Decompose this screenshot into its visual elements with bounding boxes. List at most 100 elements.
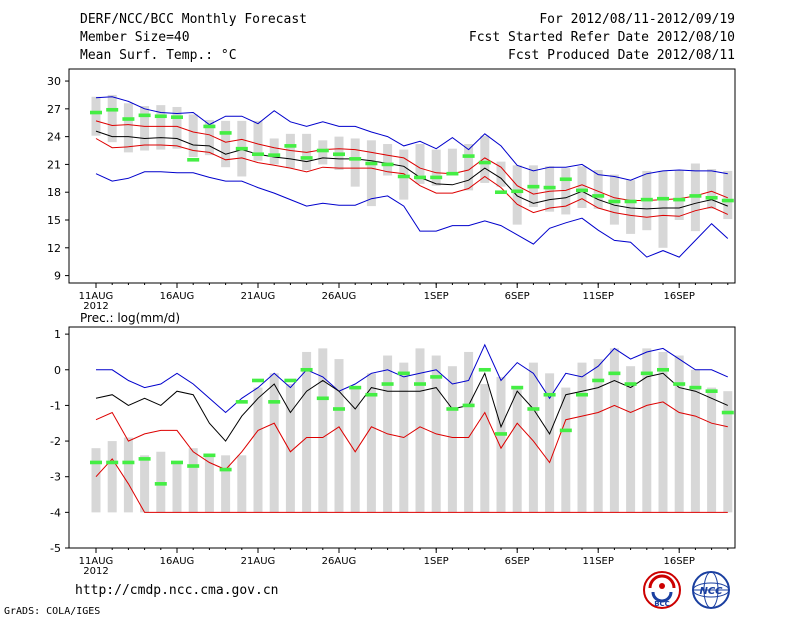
temp-spread-bar: [480, 135, 490, 183]
temp-spread-bar: [350, 138, 360, 187]
temp-x-year-label: 2012: [83, 301, 108, 312]
prec-spread-bar: [577, 362, 587, 513]
temp-x-tick-label: 16AUG: [160, 291, 195, 302]
temp-observed-marker: [543, 185, 556, 190]
temp-line-max: [95, 171, 729, 258]
prec-x-tick-label: 21AUG: [241, 556, 276, 567]
temp-observed-marker: [689, 194, 702, 198]
temperature-panel-title: Mean Surf. Temp.: °C: [80, 48, 237, 63]
temp-spread-bar: [464, 144, 474, 191]
prec-observed-marker: [478, 367, 491, 372]
prec-observed-marker: [527, 407, 540, 411]
temp-spread-bar: [91, 96, 101, 136]
prec-observed-marker: [90, 460, 102, 465]
forecast-period: For 2012/08/11-2012/09/19: [539, 12, 735, 27]
prec-line-floor: [95, 458, 728, 513]
temp-spread-bar: [253, 120, 263, 161]
prec-observed-marker: [203, 453, 216, 458]
temp-spread-bar: [140, 106, 150, 151]
prec-spread-bar: [140, 455, 150, 513]
prec-observed-marker: [576, 392, 588, 397]
prec-observed-marker: [673, 382, 686, 386]
temp-y-tick-label: 12: [47, 242, 61, 255]
temp-observed-marker: [592, 194, 605, 198]
prec-y-tick-label: 0: [54, 364, 61, 377]
prec-spread-bar: [415, 348, 425, 513]
prec-x-tick-label: 1SEP: [424, 556, 449, 567]
prec-spread-bar: [480, 384, 490, 513]
temp-x-tick-label: 11SEP: [582, 291, 613, 302]
prec-observed-marker: [187, 464, 200, 468]
temp-observed-marker: [90, 110, 102, 115]
prec-y-tick-label: -5: [50, 542, 61, 555]
temp-observed-marker: [138, 113, 151, 118]
temp-x-tick-label: 11AUG: [79, 291, 114, 302]
prec-observed-marker: [349, 385, 362, 390]
prec-spread-bar: [253, 387, 263, 513]
temp-spread-bar: [609, 174, 619, 225]
prec-y-tick-label: -1: [50, 399, 61, 412]
temp-observed-marker: [316, 148, 329, 153]
prec-spread-bar: [512, 387, 522, 513]
prec-x-tick-label: 26AUG: [322, 556, 357, 567]
temp-observed-marker: [349, 157, 362, 161]
prec-x-tick-label: 16AUG: [160, 556, 195, 567]
prec-spread-bar: [237, 455, 247, 513]
prec-observed-marker: [592, 378, 605, 383]
temp-observed-marker: [721, 198, 734, 203]
temp-observed-marker: [673, 197, 686, 202]
temp-observed-marker: [624, 199, 637, 204]
source-url[interactable]: http://cmdp.ncc.cma.gov.cn: [75, 583, 279, 598]
temp-spread-bar: [123, 103, 133, 153]
bcc-logo: BCC: [643, 571, 681, 609]
prec-spread-bar: [204, 455, 214, 513]
prec-spread-bar: [91, 448, 101, 513]
temp-x-tick-label: 21AUG: [241, 291, 276, 302]
temp-y-tick-label: 30: [47, 75, 61, 88]
prec-observed-marker: [511, 385, 524, 390]
temp-line-median: [95, 130, 728, 210]
temp-spread-bar: [658, 170, 668, 248]
prec-spread-bar: [690, 369, 700, 513]
prec-spread-bar: [658, 351, 668, 513]
member-size-label: Member Size=40: [80, 30, 190, 45]
ncc-logo-text: NCC: [699, 586, 723, 597]
temp-observed-marker: [446, 171, 459, 176]
temp-spread-bar: [415, 144, 425, 184]
temp-spread-bar: [674, 169, 684, 221]
prec-spread-bar: [447, 366, 457, 513]
prec-x-year-label: 2012: [83, 566, 108, 577]
temp-x-tick-label: 6SEP: [505, 291, 530, 302]
temp-observed-marker: [171, 115, 183, 119]
prec-observed-marker: [219, 467, 232, 472]
temp-observed-marker: [219, 131, 232, 135]
temp-observed-marker: [268, 153, 281, 157]
temp-observed-marker: [462, 154, 475, 158]
prec-x-tick-label: 11AUG: [79, 556, 114, 567]
temp-observed-marker: [122, 117, 135, 121]
temp-x-tick-label: 26AUG: [322, 291, 357, 302]
prec-line-max: [96, 343, 729, 414]
prec-observed-marker: [446, 407, 459, 411]
temp-observed-marker: [478, 160, 491, 165]
temp-spread-bar: [577, 166, 587, 208]
prec-spread-bar: [334, 359, 344, 513]
prec-spread-bar: [285, 384, 295, 513]
temp-observed-marker: [657, 196, 669, 201]
prec-observed-marker: [705, 389, 718, 393]
prec-spread-bar: [107, 441, 117, 513]
prec-spread-bar: [366, 373, 376, 513]
temp-observed-marker: [300, 156, 313, 160]
prec-observed-marker: [495, 432, 507, 436]
prec-observed-marker: [268, 400, 281, 404]
temp-observed-marker: [640, 197, 653, 202]
temp-observed-marker: [365, 161, 378, 166]
temp-observed-marker: [608, 199, 621, 204]
prec-observed-marker: [252, 378, 264, 383]
prec-spread-bar: [302, 351, 312, 513]
prec-line-median: [95, 371, 729, 442]
prec-observed-marker: [721, 410, 734, 415]
prec-spread-bar: [318, 348, 328, 513]
temp-observed-marker: [106, 107, 119, 112]
